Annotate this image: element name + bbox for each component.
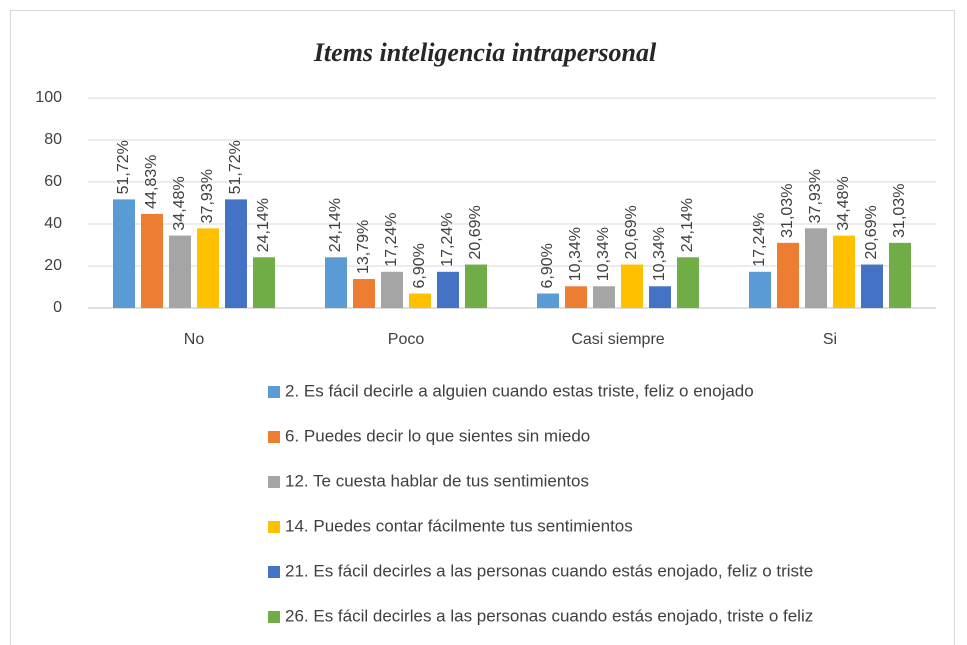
bar bbox=[465, 264, 487, 308]
legend-label: 6. Puedes decir lo que sientes sin miedo bbox=[285, 426, 590, 445]
legend-label: 14. Puedes contar fácilmente tus sentimi… bbox=[285, 516, 633, 535]
y-tick-label: 60 bbox=[44, 173, 62, 190]
bar bbox=[621, 264, 643, 308]
bar bbox=[833, 235, 855, 308]
bar bbox=[749, 271, 771, 308]
value-label: 37,93% bbox=[199, 169, 216, 223]
value-label: 37,93% bbox=[807, 169, 824, 223]
x-tick-label: Casi siempre bbox=[571, 331, 664, 348]
value-label: 31,03% bbox=[779, 184, 796, 238]
legend-label: 21. Es fácil decirles a las personas cua… bbox=[285, 561, 813, 580]
bar bbox=[677, 257, 699, 308]
bar bbox=[113, 199, 135, 308]
x-tick-label: Si bbox=[823, 331, 837, 348]
legend-swatch bbox=[268, 386, 280, 398]
value-label: 13,79% bbox=[355, 220, 372, 274]
value-label: 6,90% bbox=[539, 243, 556, 288]
value-label: 6,90% bbox=[411, 243, 428, 288]
value-label: 20,69% bbox=[623, 205, 640, 259]
bar bbox=[381, 271, 403, 308]
bar bbox=[565, 286, 587, 308]
value-label: 17,24% bbox=[383, 213, 400, 267]
x-tick-label: Poco bbox=[388, 331, 425, 348]
legend-label: 2. Es fácil decirle a alguien cuando est… bbox=[285, 381, 754, 400]
bar bbox=[325, 257, 347, 308]
legend-swatch bbox=[268, 566, 280, 578]
bar bbox=[225, 199, 247, 308]
value-label: 10,34% bbox=[567, 227, 584, 281]
value-label: 51,72% bbox=[115, 140, 132, 194]
bar bbox=[353, 279, 375, 308]
legend-swatch bbox=[268, 431, 280, 443]
chart-border bbox=[10, 10, 955, 645]
bar bbox=[777, 242, 799, 308]
bar bbox=[141, 213, 163, 308]
bar bbox=[253, 257, 275, 308]
value-label: 34,48% bbox=[835, 176, 852, 230]
value-label: 24,14% bbox=[327, 198, 344, 252]
bar bbox=[861, 264, 883, 308]
value-label: 34,48% bbox=[171, 176, 188, 230]
legend-swatch bbox=[268, 476, 280, 488]
value-label: 51,72% bbox=[227, 140, 244, 194]
bar bbox=[889, 242, 911, 308]
value-label: 17,24% bbox=[439, 213, 456, 267]
bar bbox=[805, 228, 827, 308]
bar bbox=[169, 235, 191, 308]
value-label: 20,69% bbox=[467, 205, 484, 259]
bar bbox=[537, 293, 559, 308]
bar bbox=[409, 293, 431, 308]
bar bbox=[593, 286, 615, 308]
legend-label: 26. Es fácil decirles a las personas cua… bbox=[285, 606, 813, 625]
value-label: 31,03% bbox=[891, 184, 908, 238]
value-label: 24,14% bbox=[255, 198, 272, 252]
value-label: 44,83% bbox=[143, 155, 160, 209]
bar bbox=[197, 228, 219, 308]
bar bbox=[437, 271, 459, 308]
value-label: 24,14% bbox=[679, 198, 696, 252]
value-label: 17,24% bbox=[751, 213, 768, 267]
y-tick-label: 100 bbox=[35, 89, 62, 106]
value-label: 10,34% bbox=[595, 227, 612, 281]
value-label: 10,34% bbox=[651, 227, 668, 281]
legend-swatch bbox=[268, 521, 280, 533]
bar bbox=[649, 286, 671, 308]
value-label: 20,69% bbox=[863, 205, 880, 259]
x-tick-label: No bbox=[184, 331, 205, 348]
y-tick-label: 0 bbox=[53, 299, 62, 316]
legend-label: 12. Te cuesta hablar de tus sentimientos bbox=[285, 471, 589, 490]
legend-swatch bbox=[268, 611, 280, 623]
y-tick-label: 80 bbox=[44, 131, 62, 148]
y-tick-label: 20 bbox=[44, 257, 62, 274]
y-tick-label: 40 bbox=[44, 215, 62, 232]
chart-title: Items inteligencia intrapersonal bbox=[313, 38, 657, 67]
